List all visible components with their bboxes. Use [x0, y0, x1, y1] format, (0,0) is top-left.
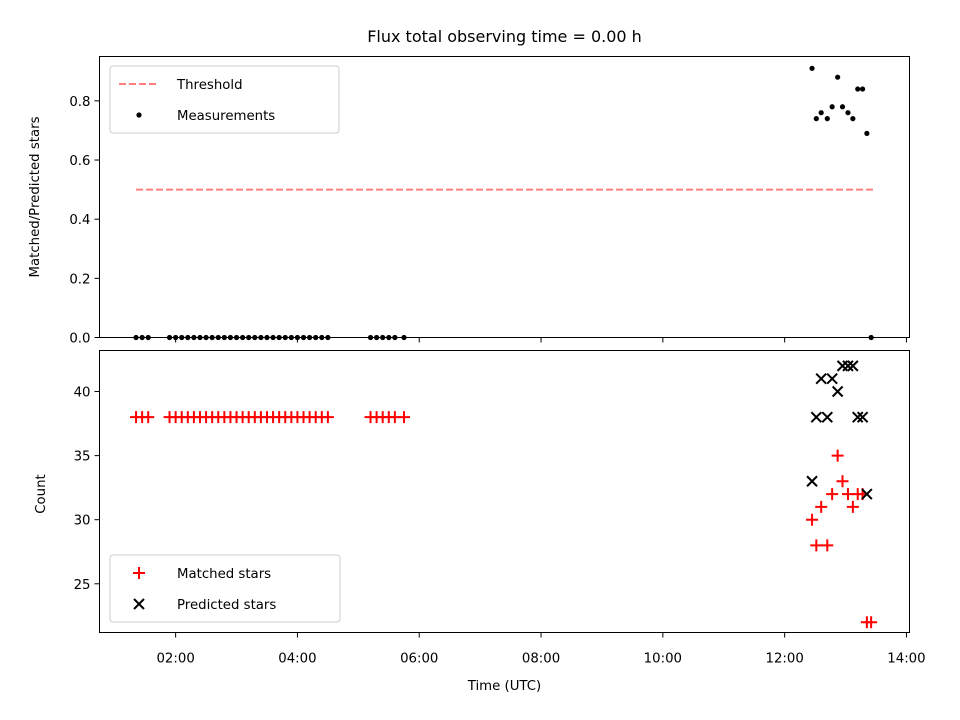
legend-predicted-stars-label: Predicted stars	[177, 598, 276, 613]
matched-stars-point	[821, 539, 834, 552]
predicted-stars-point	[856, 411, 869, 423]
predicted-stars-point	[810, 411, 823, 423]
top-x-ticks	[175, 337, 907, 343]
x-tick-label: 14:00	[887, 652, 925, 667]
predicted-stars-point	[852, 411, 864, 423]
bottom-x-ticks: 02:00 04:00 06:00 08:00 10:00 12:00 14:00	[156, 632, 926, 667]
x-tick-label: 04:00	[278, 652, 316, 667]
matched-stars-point	[806, 513, 819, 526]
measurement-point	[860, 86, 866, 92]
bottom-plot-frame	[99, 350, 910, 633]
measurement-point	[835, 74, 841, 80]
predicted-stars-point	[806, 475, 818, 487]
measurement-point	[839, 104, 846, 110]
measurement-point	[855, 86, 861, 92]
predicted-stars-point	[842, 360, 854, 372]
predicted-stars-point	[821, 411, 833, 423]
top-y-tick-label: 0.2	[69, 272, 90, 287]
top-y-tick-label: 0.4	[69, 213, 90, 228]
legend-measurements-swatch	[136, 112, 142, 118]
predicted-stars-point	[826, 372, 838, 385]
measurement-point	[864, 130, 870, 137]
x-tick-label: 08:00	[522, 652, 560, 667]
bottom-legend: Matched stars Predicted stars	[109, 554, 341, 623]
predicted-stars-point	[861, 488, 873, 500]
matched-stars-point	[142, 411, 155, 424]
x-tick-label: 12:00	[765, 652, 803, 667]
matched-stars-point	[398, 411, 411, 424]
predicted-stars-point	[815, 372, 827, 385]
top-y-ticks: 0.0 0.2 0.4 0.6 0.8	[69, 95, 100, 347]
x-tick-label: 10:00	[644, 652, 682, 667]
measurement-point	[829, 104, 835, 110]
bottom-y-tick-label: 35	[74, 450, 91, 465]
legend-matched-stars-label: Matched stars	[177, 567, 271, 582]
matched-stars-point	[810, 539, 823, 552]
measurement-point	[850, 116, 856, 122]
top-legend: Threshold Measurements	[109, 65, 340, 134]
x-tick-label: 06:00	[400, 652, 438, 667]
predicted-stars-point	[847, 360, 859, 372]
bottom-y-tick-label: 25	[74, 578, 91, 593]
bottom-y-tick-label: 40	[74, 386, 91, 401]
top-legend-box	[109, 65, 340, 134]
top-y-axis-label: Matched/Predicted stars	[28, 116, 43, 277]
bottom-y-tick-label: 30	[74, 514, 91, 529]
matched-stars-point	[836, 475, 849, 488]
matched-stars-point	[831, 449, 844, 462]
matched-stars-point	[865, 616, 878, 629]
matched-stars-point	[321, 411, 334, 424]
measurement-point	[845, 110, 851, 116]
matched-stars-point	[846, 500, 859, 513]
bottom-panel: 25 30 35 40 02:00 04:00 06:00 08:00 10:00 12:00 1…	[34, 350, 926, 694]
matched-stars-point	[826, 488, 839, 501]
predicted-stars-point	[831, 385, 844, 398]
bottom-y-axis-label: Count	[34, 474, 49, 514]
top-y-tick-label: 0.0	[69, 332, 90, 347]
bottom-y-ticks: 25 30 35 40	[74, 386, 100, 593]
measurement-point	[813, 116, 819, 122]
measurement-point	[818, 110, 824, 116]
legend-predicted-stars-swatch	[133, 598, 145, 610]
top-y-tick-label: 0.8	[69, 95, 90, 110]
measurement-point	[824, 116, 830, 122]
x-axis-label: Time (UTC)	[467, 679, 542, 694]
top-panel: Flux total observing time = 0.00 h 0.00.…	[28, 27, 910, 347]
top-y-tick-label: 0.6	[69, 154, 90, 169]
legend-threshold-label: Threshold	[176, 78, 243, 93]
x-tick-label: 02:00	[156, 652, 194, 667]
legend-matched-stars-swatch	[133, 567, 145, 579]
top-plot-frame	[99, 56, 910, 338]
legend-measurements-label: Measurements	[177, 109, 275, 124]
matched-stars-point	[815, 500, 828, 513]
measurement-point	[809, 65, 815, 71]
chart-title: Flux total observing time = 0.00 h	[367, 27, 642, 46]
bottom-legend-box	[109, 554, 341, 623]
bottom-plot-marks	[130, 360, 878, 629]
